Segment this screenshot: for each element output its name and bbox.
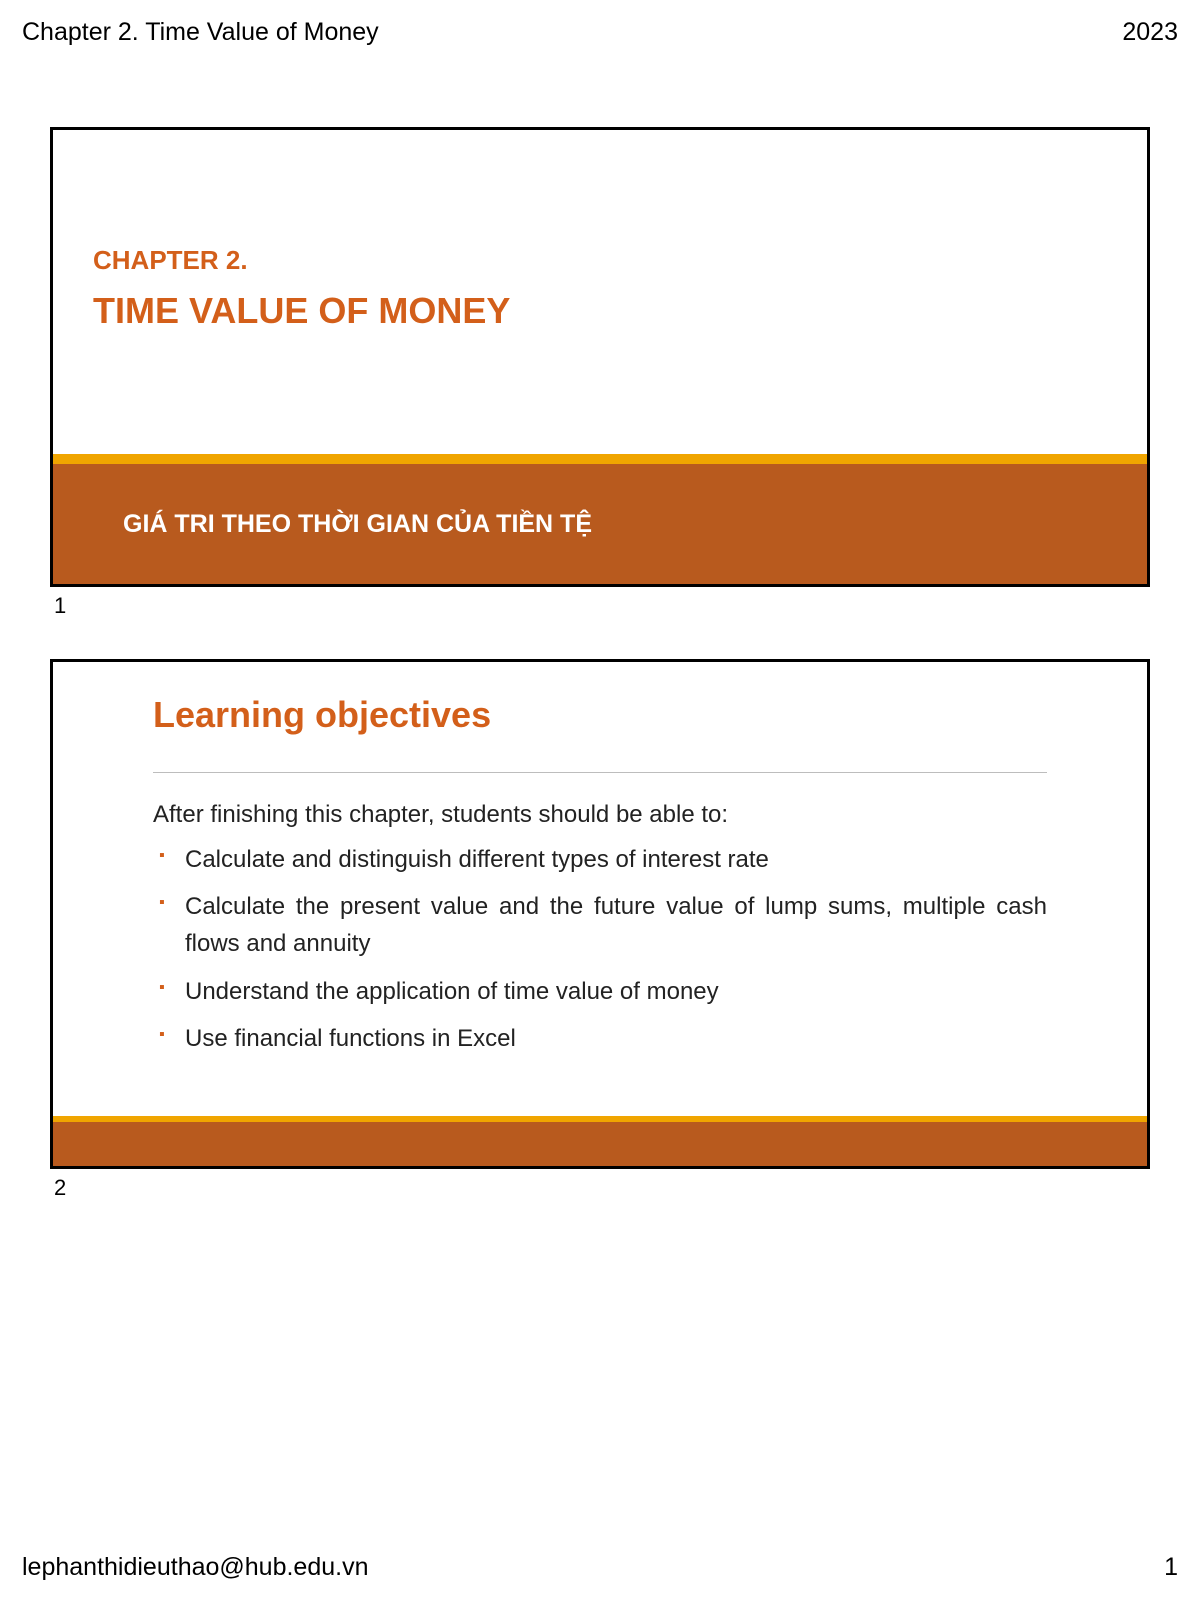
objectives-list: Calculate and distinguish different type…	[153, 841, 1047, 1057]
footer-left: lephanthidieuthao@hub.edu.vn	[22, 1553, 369, 1582]
list-item: Use financial functions in Excel	[153, 1020, 1047, 1057]
list-item: Calculate the present value and the futu…	[153, 888, 1047, 962]
slides-container: CHAPTER 2. TIME VALUE OF MONEY GIÁ TRI T…	[50, 127, 1150, 1201]
slide-2-number: 2	[54, 1175, 1150, 1201]
slide-2-footer-bar	[53, 1122, 1147, 1166]
slide-2-footer	[53, 1116, 1147, 1166]
list-item: Understand the application of time value…	[153, 973, 1047, 1010]
slide-2-divider	[153, 772, 1047, 773]
page-header: Chapter 2. Time Value of Money 2023	[0, 0, 1200, 47]
slide-1-top: CHAPTER 2. TIME VALUE OF MONEY	[53, 130, 1147, 454]
slide-2: Learning objectives After finishing this…	[50, 659, 1150, 1169]
slide-1-accent-strip	[53, 454, 1147, 464]
slide-2-title: Learning objectives	[153, 694, 1047, 736]
header-right: 2023	[1122, 18, 1178, 47]
slide-2-content: Learning objectives After finishing this…	[53, 662, 1147, 1116]
slide-1: CHAPTER 2. TIME VALUE OF MONEY GIÁ TRI T…	[50, 127, 1150, 587]
slide-1-banner: GIÁ TRI THEO THỜI GIAN CỦA TIỀN TỆ	[53, 464, 1147, 584]
chapter-label: CHAPTER 2.	[93, 245, 1147, 276]
chapter-title: TIME VALUE OF MONEY	[93, 290, 1147, 332]
banner-text: GIÁ TRI THEO THỜI GIAN CỦA TIỀN TỆ	[123, 510, 592, 539]
footer-right: 1	[1164, 1553, 1178, 1582]
objectives-intro: After finishing this chapter, students s…	[153, 801, 1047, 829]
list-item: Calculate and distinguish different type…	[153, 841, 1047, 878]
header-left: Chapter 2. Time Value of Money	[22, 18, 379, 47]
page-footer: lephanthidieuthao@hub.edu.vn 1	[22, 1553, 1178, 1582]
slide-1-number: 1	[54, 593, 1150, 619]
